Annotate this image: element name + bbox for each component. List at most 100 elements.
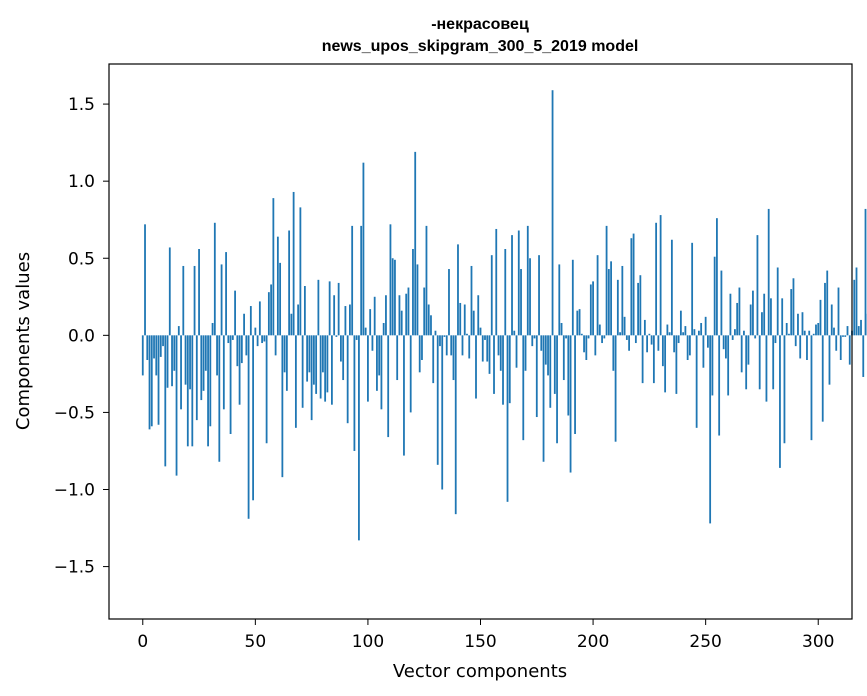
bar — [612, 335, 615, 371]
bar — [162, 335, 164, 347]
bar — [657, 335, 660, 351]
bar — [225, 252, 227, 336]
bar — [360, 225, 363, 336]
bar — [772, 335, 775, 390]
bar — [596, 255, 599, 336]
bar — [146, 335, 149, 360]
bar — [403, 335, 405, 456]
bar — [412, 249, 414, 336]
bar — [553, 335, 556, 394]
bar — [367, 335, 369, 402]
bar — [213, 222, 216, 336]
bar — [385, 295, 387, 336]
bar — [761, 312, 763, 336]
bar — [666, 324, 669, 336]
bar — [844, 335, 847, 337]
bar — [767, 208, 770, 336]
bar — [562, 335, 565, 381]
bar — [308, 335, 311, 373]
bar — [337, 282, 340, 336]
bar — [335, 335, 338, 337]
bar — [249, 306, 252, 336]
bar — [806, 335, 808, 360]
bar — [693, 329, 696, 336]
x-tick-label: 0 — [137, 632, 148, 652]
bar — [283, 335, 286, 373]
bar — [180, 335, 182, 410]
bar — [216, 335, 218, 376]
bar — [470, 265, 473, 336]
bar — [364, 327, 367, 336]
bar — [803, 330, 806, 336]
bar — [817, 323, 820, 336]
bar — [853, 279, 856, 336]
bar — [168, 247, 171, 336]
bar — [243, 313, 245, 336]
bar — [391, 258, 394, 336]
bar — [799, 335, 802, 359]
bar — [661, 335, 664, 367]
bar — [186, 335, 189, 447]
bar — [157, 335, 160, 425]
bar — [369, 309, 372, 336]
bar — [864, 208, 867, 336]
bar — [481, 335, 484, 362]
bar — [794, 335, 797, 347]
bar — [686, 335, 689, 360]
bar — [821, 335, 824, 422]
bar — [637, 282, 640, 336]
bar — [754, 335, 757, 339]
bar — [646, 335, 649, 353]
y-tick-label: 0.0 — [68, 326, 95, 346]
bar — [583, 335, 585, 353]
bar — [326, 335, 329, 393]
bar — [285, 335, 288, 391]
bar — [389, 224, 392, 336]
bar — [450, 335, 453, 356]
bar — [400, 310, 403, 336]
bar — [346, 335, 349, 424]
bar — [418, 335, 421, 373]
bar — [587, 335, 590, 339]
x-tick-label: 100 — [352, 632, 384, 652]
bar — [425, 225, 428, 336]
bar — [148, 335, 151, 430]
bar — [567, 335, 570, 416]
x-tick-label: 300 — [802, 632, 834, 652]
bar — [538, 255, 540, 336]
y-tick-label: 0.5 — [68, 249, 95, 269]
chart-subtitle: news_upos_skipgram_300_5_2019 model — [322, 38, 639, 55]
bar — [288, 230, 291, 336]
bar — [416, 264, 419, 336]
bar — [828, 335, 831, 385]
bar — [650, 335, 653, 345]
bar — [765, 335, 768, 402]
bar — [209, 335, 212, 427]
bar — [770, 298, 772, 336]
bar — [702, 335, 705, 368]
bar — [540, 335, 543, 351]
bar — [718, 335, 721, 436]
bar — [274, 335, 277, 356]
bar — [229, 335, 232, 434]
bar — [184, 335, 187, 385]
bar — [713, 256, 716, 336]
bar — [513, 330, 516, 336]
bar — [495, 228, 498, 336]
bar — [430, 315, 432, 336]
bar — [614, 335, 617, 442]
bar — [331, 335, 333, 405]
bar — [700, 323, 703, 336]
bar — [317, 279, 320, 336]
bar — [398, 295, 401, 336]
bar — [704, 316, 707, 336]
bar — [267, 292, 270, 336]
bar — [826, 270, 829, 336]
bar — [463, 304, 466, 336]
bar — [691, 242, 694, 336]
bar — [679, 310, 682, 336]
bar — [522, 335, 525, 441]
bar — [166, 335, 169, 388]
bar — [533, 335, 536, 339]
bar — [236, 335, 239, 367]
